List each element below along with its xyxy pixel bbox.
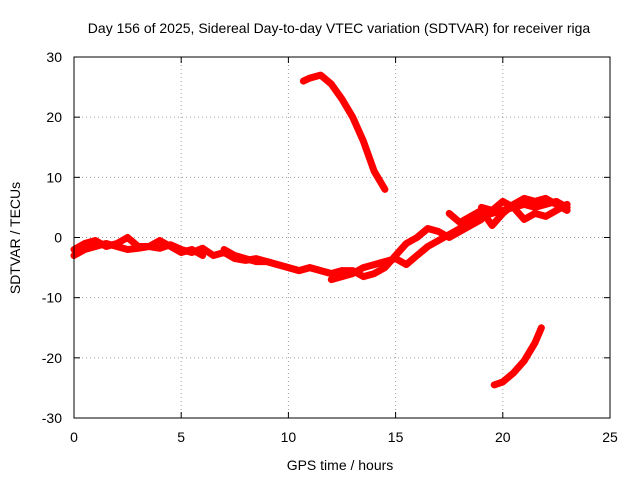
series-arc-2 [70, 237, 207, 259]
y-tick-label: 0 [54, 230, 62, 246]
x-tick-label: 10 [281, 429, 297, 445]
y-tick-label: 10 [46, 169, 62, 185]
x-axis-label: GPS time / hours [287, 457, 394, 473]
series-layer [70, 71, 571, 389]
series-arc-4 [327, 197, 571, 284]
grid [74, 57, 610, 418]
y-tick-label: -10 [42, 290, 62, 306]
x-tick-label: 0 [70, 429, 78, 445]
series-arc-6 [477, 197, 571, 223]
x-tick-label: 25 [602, 429, 618, 445]
y-axis-label: SDTVAR / TECUs [7, 182, 23, 294]
y-tick-label: 30 [46, 49, 62, 65]
series-arc-5 [445, 194, 571, 229]
series-arc-3 [220, 215, 485, 281]
series-arc-7 [299, 71, 389, 193]
series-arc-8 [490, 324, 545, 389]
chart-title: Day 156 of 2025, Sidereal Day-to-day VTE… [88, 20, 591, 36]
x-tick-label: 15 [388, 429, 404, 445]
x-tick-label: 20 [495, 429, 511, 445]
ticks: 0 5 10 15 20 25 30 20 10 0 -10 -20 -30 [42, 49, 618, 445]
x-tick-label: 5 [177, 429, 185, 445]
y-tick-label: -30 [42, 410, 62, 426]
y-tick-label: 20 [46, 109, 62, 125]
y-tick-label: -20 [42, 350, 62, 366]
